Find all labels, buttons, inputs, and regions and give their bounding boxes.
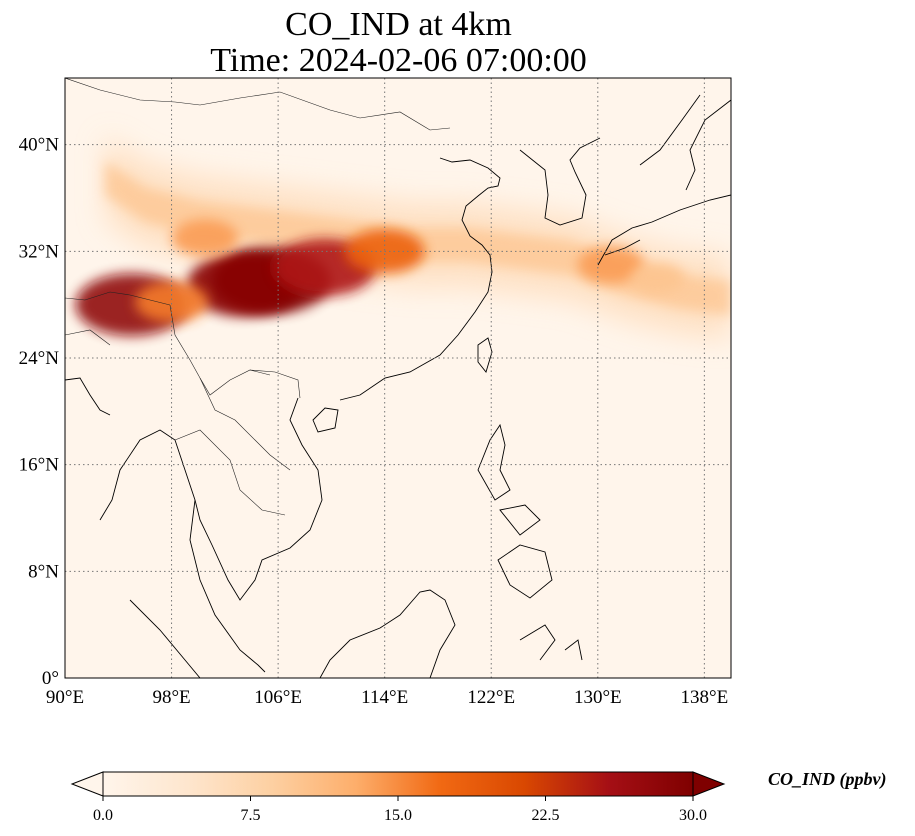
concentration-hotspot — [577, 246, 645, 284]
map-title: CO_IND at 4km — [285, 6, 512, 43]
colorbar-tick-label: 0.0 — [93, 807, 113, 824]
lat-tick-label: 24°N — [19, 348, 60, 369]
graticule — [65, 78, 731, 678]
border-laos — [199, 377, 291, 471]
concentration-field — [75, 135, 731, 341]
colorbar-tick-label: 30.0 — [679, 807, 707, 824]
coastline-hainan — [312, 407, 339, 433]
lon-tick-label: 122°E — [467, 687, 515, 708]
lon-tick-label: 138°E — [681, 687, 729, 708]
colorbar-extend-max — [692, 771, 726, 797]
concentration-hotspot — [630, 263, 685, 293]
colorbar-tick-label: 7.5 — [241, 807, 261, 824]
coastline-china — [339, 157, 501, 401]
border-bangladesh — [65, 329, 111, 346]
map-frame — [64, 77, 732, 679]
lon-tick-label: 90°E — [46, 687, 84, 708]
lat-tick-label: 40°N — [19, 135, 60, 156]
border-myanmar — [169, 304, 271, 396]
lat-tick-label: 0° — [42, 668, 59, 689]
map-area — [65, 78, 731, 678]
coastline-japan — [597, 94, 731, 266]
colorbar-title: CO_IND (ppbv) — [768, 769, 887, 789]
coastline-halmahera — [564, 639, 583, 661]
concentration-hotspot — [134, 281, 209, 323]
coastline-borneo — [319, 589, 456, 678]
concentration-hotspot — [171, 219, 239, 257]
colorbar-tick-label: 22.5 — [532, 807, 560, 824]
lat-tick-label: 8°N — [28, 561, 59, 582]
coastline-sumatra — [129, 599, 201, 678]
lon-tick-label: 130°E — [574, 687, 622, 708]
border-thailand — [174, 429, 286, 516]
coastlines — [65, 94, 731, 678]
coastline-bengal — [65, 377, 111, 416]
coastline-sulawesi — [519, 624, 556, 661]
colorbar-gradient — [103, 772, 693, 796]
lon-tick-label: 106°E — [254, 687, 302, 708]
border-mongolia — [65, 78, 451, 131]
colorbar-extend-min — [70, 771, 104, 797]
coastline-mindanao — [497, 544, 553, 599]
coastline-malay-peninsula — [189, 499, 266, 673]
national-borders — [65, 78, 451, 516]
axis-ticks: 90°E 98°E 106°E 114°E 122°E 130°E 138°E 0° 8°N 16… — [19, 135, 729, 708]
coastline-indochina — [99, 397, 323, 601]
border-vietnam-china — [249, 369, 301, 399]
plume-core — [104, 160, 731, 316]
coastline-luzon — [477, 423, 511, 501]
lon-tick-label: 114°E — [361, 687, 408, 708]
border-tibet-india — [65, 291, 171, 306]
coastline-visayas — [499, 504, 541, 536]
lon-tick-label: 98°E — [152, 687, 190, 708]
lat-tick-label: 32°N — [19, 241, 60, 262]
coastline-korea — [519, 137, 601, 226]
coastline-taiwan — [477, 337, 493, 373]
lat-tick-label: 16°N — [19, 455, 60, 476]
map-timestamp: Time: 2024-02-06 07:00:00 — [210, 42, 587, 79]
colorbar-tick-label: 15.0 — [384, 807, 412, 824]
colorbar-ticks: 0.0 7.5 15.0 22.5 30.0 — [93, 796, 707, 824]
colorbar: 0.0 7.5 15.0 22.5 30.0 — [70, 771, 726, 824]
